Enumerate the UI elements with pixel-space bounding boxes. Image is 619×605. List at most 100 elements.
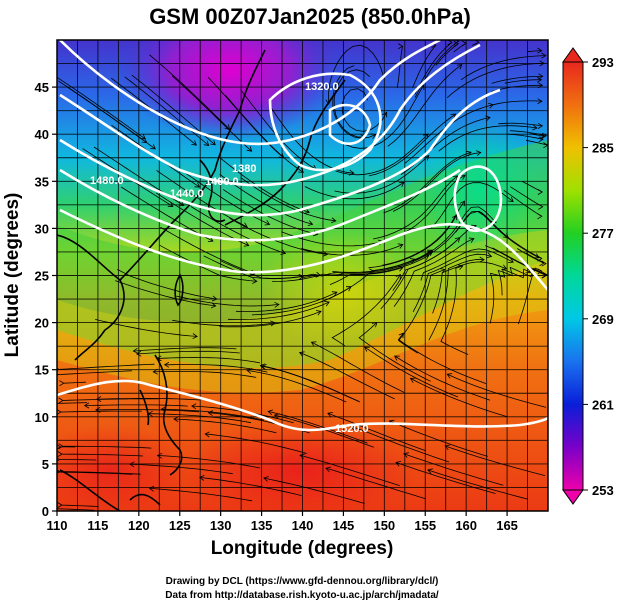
streamline — [67, 86, 156, 150]
streamline-arrow — [299, 453, 306, 460]
streamline — [332, 250, 433, 274]
streamline-arrow — [486, 252, 493, 259]
contour-1320-b — [328, 103, 372, 145]
streamline — [329, 255, 429, 285]
y-tick-label: 30 — [35, 221, 49, 236]
streamline-arrow — [453, 40, 459, 47]
streamline — [199, 477, 302, 496]
streamline — [526, 50, 542, 53]
streamline-arrow — [541, 132, 548, 139]
streamline-arrow — [298, 351, 305, 357]
streamline-arrow — [450, 113, 457, 119]
streamline-arrow — [398, 332, 404, 339]
y-tick-label: 0 — [42, 504, 49, 519]
streamline — [529, 133, 545, 137]
streamline-arrow — [538, 73, 544, 80]
streamline-arrow — [210, 302, 217, 309]
streamline-arrow — [298, 167, 304, 173]
streamline — [59, 459, 97, 461]
contour-label-1480: 1480.0 — [90, 175, 124, 187]
streamline — [480, 211, 542, 259]
streamline — [510, 186, 543, 208]
streamline-arrow — [485, 115, 491, 122]
streamline-arrow — [325, 466, 332, 473]
streamline — [382, 200, 465, 266]
y-axis: 0 5 10 15 20 25 30 35 40 45 — [35, 80, 57, 519]
streamline — [380, 237, 461, 310]
streamline — [516, 248, 544, 264]
streamline-arrow — [457, 264, 464, 270]
streamline — [263, 477, 365, 504]
streamline — [435, 43, 459, 66]
streamline-arrow — [57, 367, 60, 372]
streamline — [207, 76, 284, 159]
colorbar-max-arrow — [562, 47, 584, 63]
contour-1320 — [268, 72, 382, 172]
streamline-arrow — [315, 310, 322, 316]
streamline-arrow — [508, 196, 514, 203]
streamline-arrow — [369, 268, 375, 275]
streamline — [176, 295, 279, 307]
streamline-arrow — [427, 249, 433, 255]
streamline-arrow — [409, 377, 416, 383]
streamline-arrow — [452, 175, 459, 181]
streamline-arrow — [466, 150, 472, 157]
streamline-arrow — [210, 139, 216, 146]
colorbar-gradient — [562, 61, 584, 491]
streamline — [57, 402, 88, 404]
streamline — [148, 413, 252, 424]
streamline-arrow — [57, 469, 61, 474]
streamline-arrow — [532, 124, 538, 131]
streamline-arrow — [307, 220, 314, 226]
streamline-arrow — [322, 250, 328, 257]
x-axis-label: Longitude (degrees) — [211, 538, 394, 559]
streamline-arrow — [444, 444, 451, 451]
streamline — [341, 88, 387, 132]
streamline-arrow — [57, 502, 63, 508]
streamline-arrow — [536, 76, 543, 83]
streamline — [517, 267, 543, 325]
chart-title: GSM 00Z07Jan2025 (850.0hPa) — [149, 4, 471, 29]
streamline — [133, 347, 237, 352]
streamline-arrow — [204, 431, 210, 438]
streamline — [389, 420, 488, 457]
streamline — [114, 280, 216, 307]
streamline-arrow — [57, 451, 63, 458]
cold-core — [120, 40, 340, 140]
streamline — [327, 412, 426, 452]
streamline-arrow — [460, 174, 466, 180]
colorbar-ticks: 293 285 277 269 261 253 — [583, 55, 614, 498]
streamline-arrow — [395, 461, 401, 467]
y-tick-label: 35 — [35, 174, 49, 189]
streamline — [447, 373, 547, 408]
streamline — [190, 206, 286, 254]
streamline-arrow — [273, 413, 280, 419]
streamline — [446, 62, 544, 99]
streamline — [153, 371, 257, 378]
streamline-arrow — [479, 256, 485, 263]
streamline-arrow — [136, 350, 142, 357]
streamline-arrow — [446, 373, 453, 379]
streamline — [350, 425, 450, 463]
streamline — [59, 471, 141, 475]
streamline-arrow — [199, 475, 205, 481]
streamline — [136, 350, 240, 355]
streamline-arrow — [324, 300, 330, 307]
streamline — [383, 151, 472, 214]
y-axis-label: Latitude (degrees) — [2, 193, 23, 358]
x-tick-label: 145 — [333, 518, 355, 533]
streamline-arrow — [456, 64, 463, 70]
streamline — [420, 248, 514, 281]
streamline-arrow — [191, 140, 197, 146]
streamline — [124, 76, 209, 146]
streamline-arrow — [150, 144, 156, 150]
x-tick-label: 120 — [128, 518, 150, 533]
streamline — [525, 139, 548, 146]
streamline — [335, 133, 429, 176]
streamline — [218, 156, 310, 213]
streamline-arrow — [537, 82, 544, 89]
contour-label-1320: 1320.0 — [305, 81, 339, 93]
hot-region-west — [57, 425, 190, 511]
streamline — [272, 270, 374, 282]
streamline — [319, 258, 415, 303]
